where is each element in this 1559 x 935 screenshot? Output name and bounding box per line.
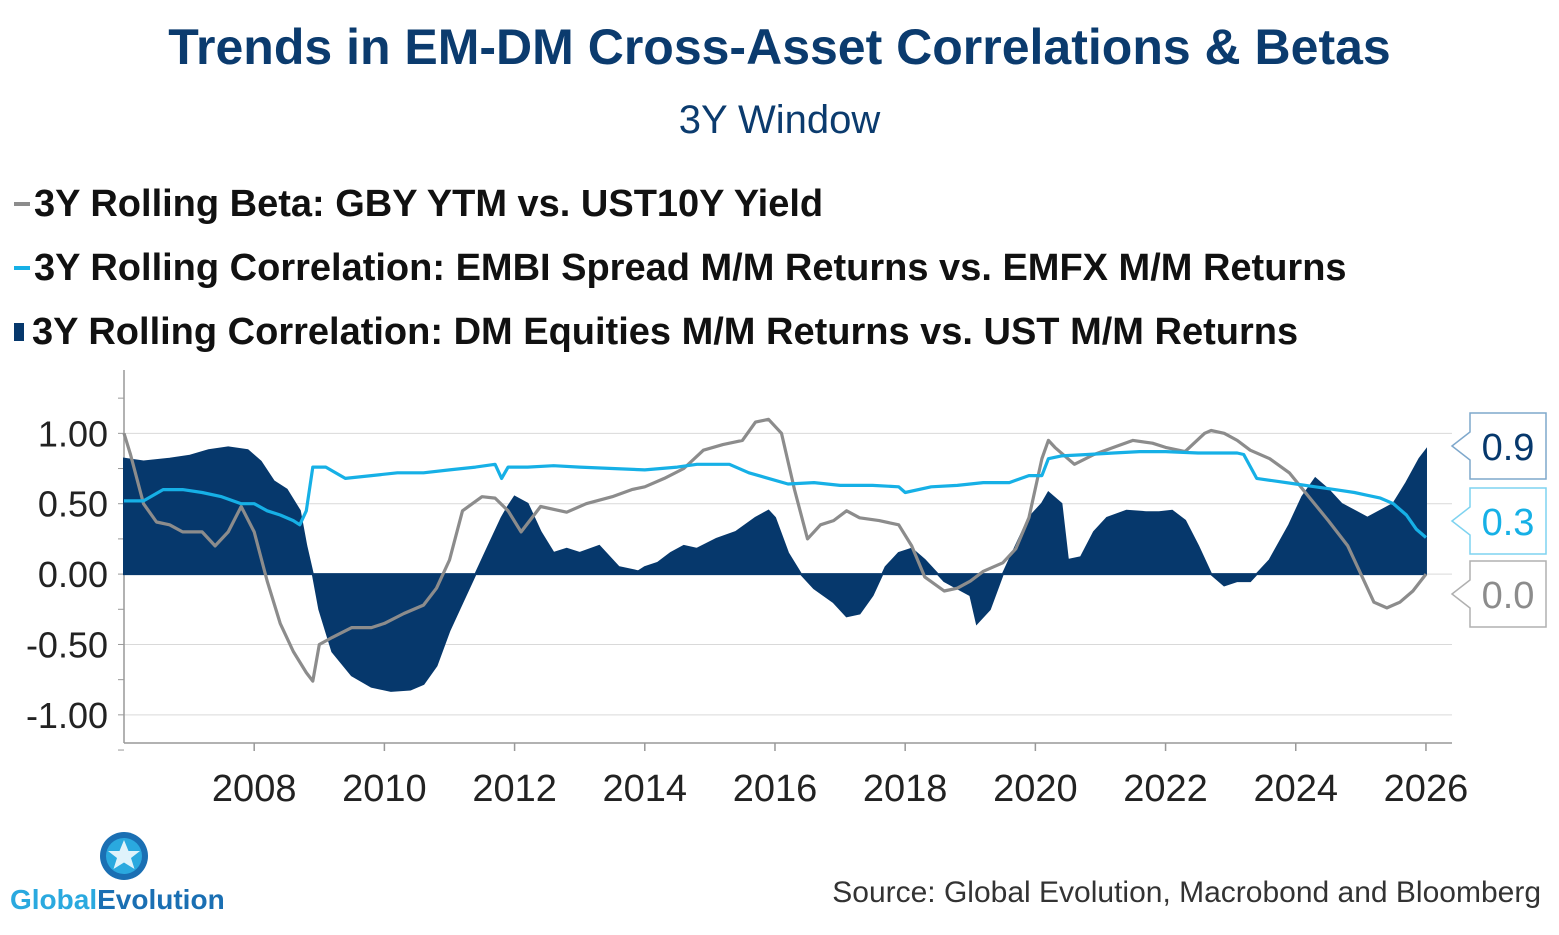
x-tick-label: 2018 <box>863 768 948 810</box>
legend-item-beta: 3Y Rolling Beta: GBY YTM vs. UST10Y Yiel… <box>14 172 1347 236</box>
legend-label: 3Y Rolling Beta: GBY YTM vs. UST10Y Yiel… <box>34 182 824 225</box>
y-tick-label: -0.50 <box>26 624 108 665</box>
x-tick-label: 2024 <box>1253 768 1338 810</box>
x-tick-label: 2012 <box>472 768 557 810</box>
source-note: Source: Global Evolution, Macrobond and … <box>832 876 1541 909</box>
x-tick-label: 2020 <box>993 768 1078 810</box>
logo-text-global: Global <box>10 884 98 915</box>
y-tick-label: -1.00 <box>26 695 108 736</box>
legend-label: 3Y Rolling Correlation: DM Equities M/M … <box>32 310 1299 353</box>
series-line-gby-beta <box>122 417 1428 683</box>
last-value-label-embi-box <box>1450 487 1547 555</box>
x-tick-label: 2022 <box>1123 768 1208 810</box>
y-tick-label: 0.50 <box>38 484 108 525</box>
legend-item-dm-equities: 3Y Rolling Correlation: DM Equities M/M … <box>14 300 1347 364</box>
x-tick-label: 2008 <box>212 768 297 810</box>
legend: 3Y Rolling Beta: GBY YTM vs. UST10Y Yiel… <box>14 172 1347 364</box>
star-logo-icon <box>100 832 148 880</box>
last-value-label-gby-beta-box <box>1450 560 1547 628</box>
chart-title: Trends in EM-DM Cross-Asset Correlations… <box>168 19 1391 75</box>
legend-item-embi: 3Y Rolling Correlation: EMBI Spread M/M … <box>14 236 1347 300</box>
series-line-embi-emfx <box>124 450 1428 539</box>
last-value-label-embi: 0.3 <box>1482 502 1535 544</box>
chart-plot: 1.00 0.50 0.00 -0.50 -1.00 2008 2010 2012 2014 20… <box>26 370 1547 810</box>
logo: GlobalEvolution <box>10 830 240 920</box>
x-tick-label: 2026 <box>1384 768 1469 810</box>
legend-label: 3Y Rolling Correlation: EMBI Spread M/M … <box>34 246 1347 289</box>
last-value-label-gby-beta: 0.0 <box>1482 575 1535 617</box>
legend-line-icon <box>14 202 30 206</box>
chart-subtitle: 3Y Window <box>678 98 881 142</box>
last-value-label-dm-equities-box <box>1450 412 1547 480</box>
legend-box-icon <box>14 323 24 341</box>
y-tick-label: 1.00 <box>38 413 108 454</box>
series-area-dm-equities <box>123 446 1428 692</box>
last-value-label-dm-equities: 0.9 <box>1482 427 1535 469</box>
logo-text: GlobalEvolution <box>10 884 225 916</box>
legend-line-icon <box>14 266 30 270</box>
y-tick-label: 0.00 <box>38 554 108 595</box>
x-tick-label: 2014 <box>603 768 688 810</box>
x-tick-label: 2016 <box>733 768 818 810</box>
x-tick-label: 2010 <box>342 768 427 810</box>
logo-text-evolution: Evolution <box>97 884 225 915</box>
